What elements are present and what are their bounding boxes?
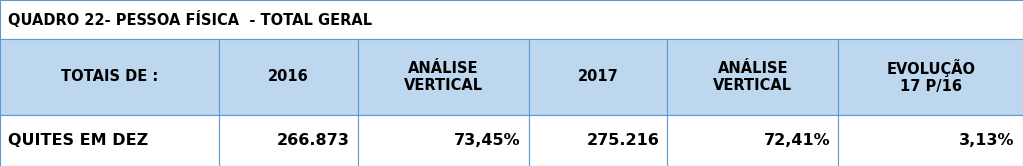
Bar <box>358 39 529 115</box>
Text: 72,41%: 72,41% <box>763 133 830 148</box>
Bar <box>667 39 838 115</box>
Text: TOTAIS DE :: TOTAIS DE : <box>61 69 159 84</box>
Text: EVOLUÇÃO
17 P/16: EVOLUÇÃO 17 P/16 <box>886 59 975 94</box>
Text: QUITES EM DEZ: QUITES EM DEZ <box>8 133 148 148</box>
Bar <box>0 115 219 166</box>
Bar <box>0 0 1023 39</box>
Text: 2016: 2016 <box>268 69 309 84</box>
Bar <box>219 115 358 166</box>
Bar <box>358 115 529 166</box>
Text: 73,45%: 73,45% <box>454 133 521 148</box>
Bar <box>838 115 1023 166</box>
Bar <box>0 39 219 115</box>
Bar <box>529 39 667 115</box>
Text: ANÁLISE
VERTICAL: ANÁLISE VERTICAL <box>404 61 483 93</box>
Bar <box>219 39 358 115</box>
Text: 266.873: 266.873 <box>277 133 350 148</box>
Text: 3,13%: 3,13% <box>960 133 1015 148</box>
Text: ANÁLISE
VERTICAL: ANÁLISE VERTICAL <box>713 61 793 93</box>
Text: QUADRO 22- PESSOA FÍSICA  - TOTAL GERAL: QUADRO 22- PESSOA FÍSICA - TOTAL GERAL <box>8 11 372 28</box>
Text: 2017: 2017 <box>578 69 619 84</box>
Bar <box>838 39 1023 115</box>
Bar <box>529 115 667 166</box>
Bar <box>667 115 838 166</box>
Text: 275.216: 275.216 <box>586 133 659 148</box>
